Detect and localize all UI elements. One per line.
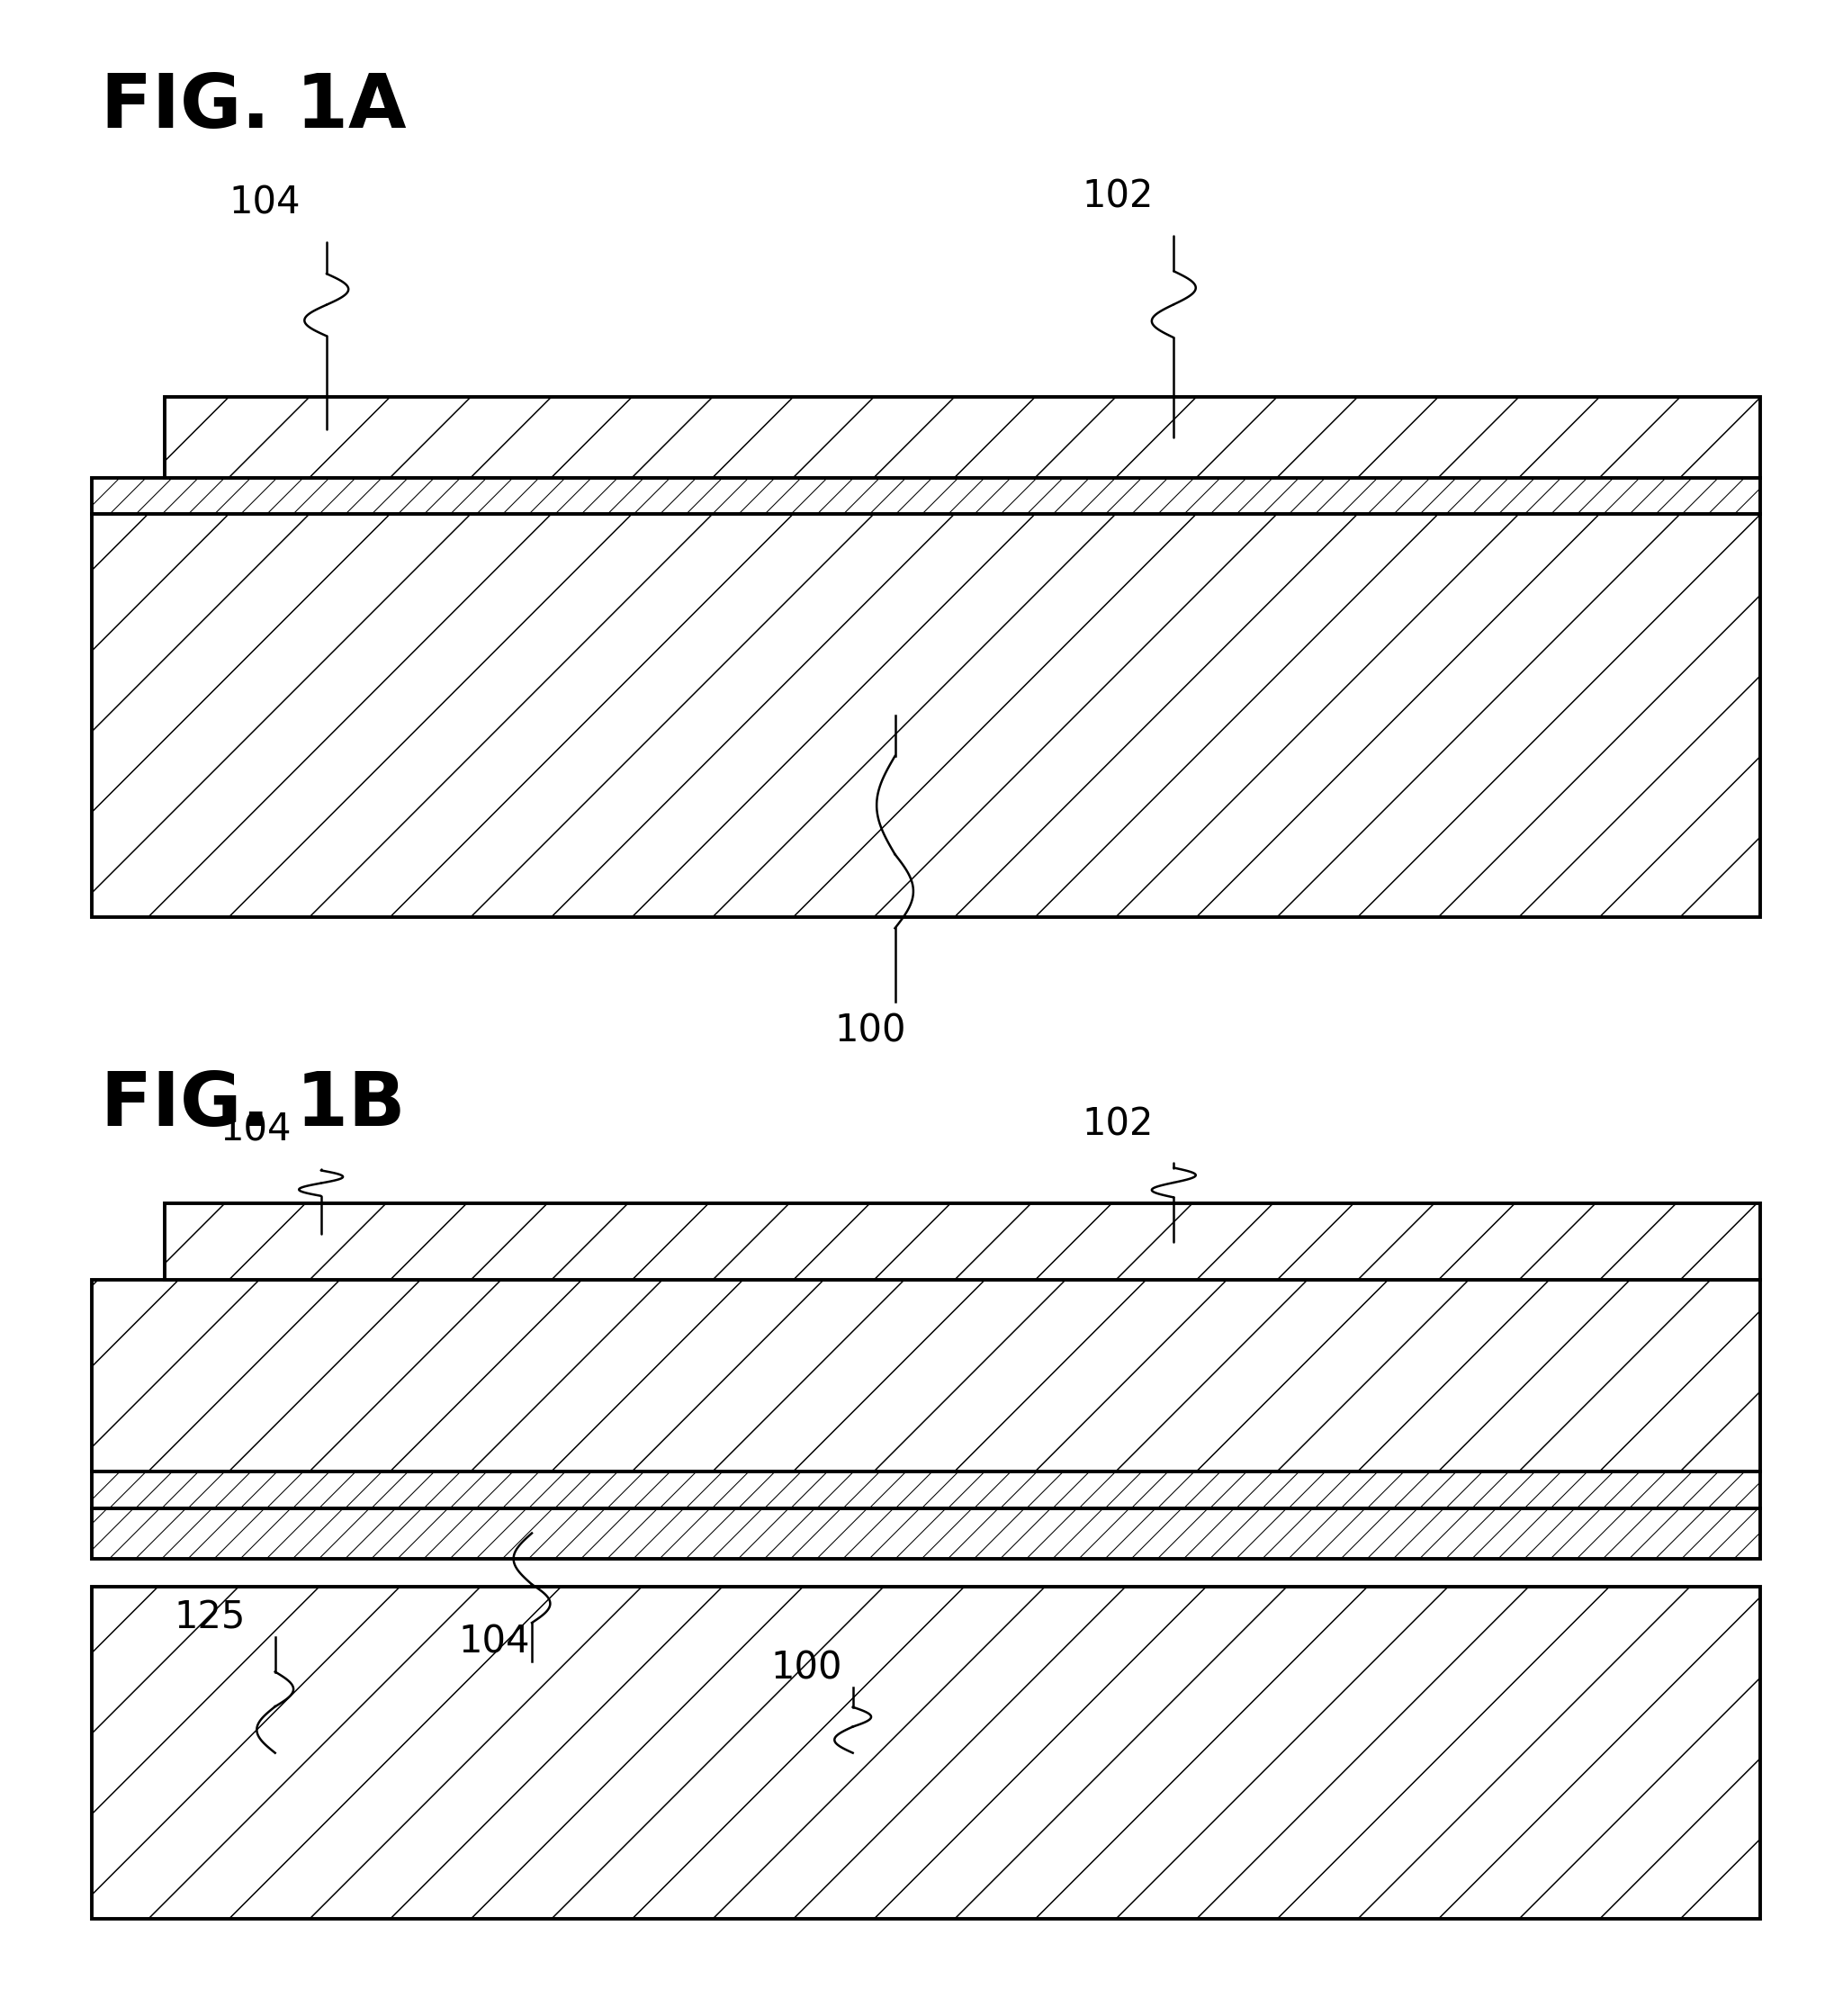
- Text: 102: 102: [1082, 1105, 1154, 1143]
- FancyBboxPatch shape: [92, 1280, 1761, 1472]
- FancyBboxPatch shape: [92, 478, 1761, 514]
- FancyBboxPatch shape: [92, 1587, 1761, 1919]
- Text: 100: 100: [770, 1649, 842, 1687]
- Text: 102: 102: [1082, 177, 1154, 216]
- Text: 104: 104: [229, 183, 301, 222]
- Text: FIG. 1B: FIG. 1B: [101, 1068, 405, 1141]
- FancyBboxPatch shape: [165, 397, 1761, 478]
- FancyBboxPatch shape: [92, 1508, 1761, 1558]
- Text: 100: 100: [834, 1012, 906, 1050]
- Text: 125: 125: [174, 1599, 246, 1637]
- FancyBboxPatch shape: [92, 514, 1761, 917]
- Text: 104: 104: [458, 1623, 530, 1661]
- FancyBboxPatch shape: [165, 1204, 1761, 1280]
- FancyBboxPatch shape: [92, 1472, 1761, 1508]
- Text: 104: 104: [220, 1111, 292, 1149]
- Text: FIG. 1A: FIG. 1A: [101, 71, 407, 143]
